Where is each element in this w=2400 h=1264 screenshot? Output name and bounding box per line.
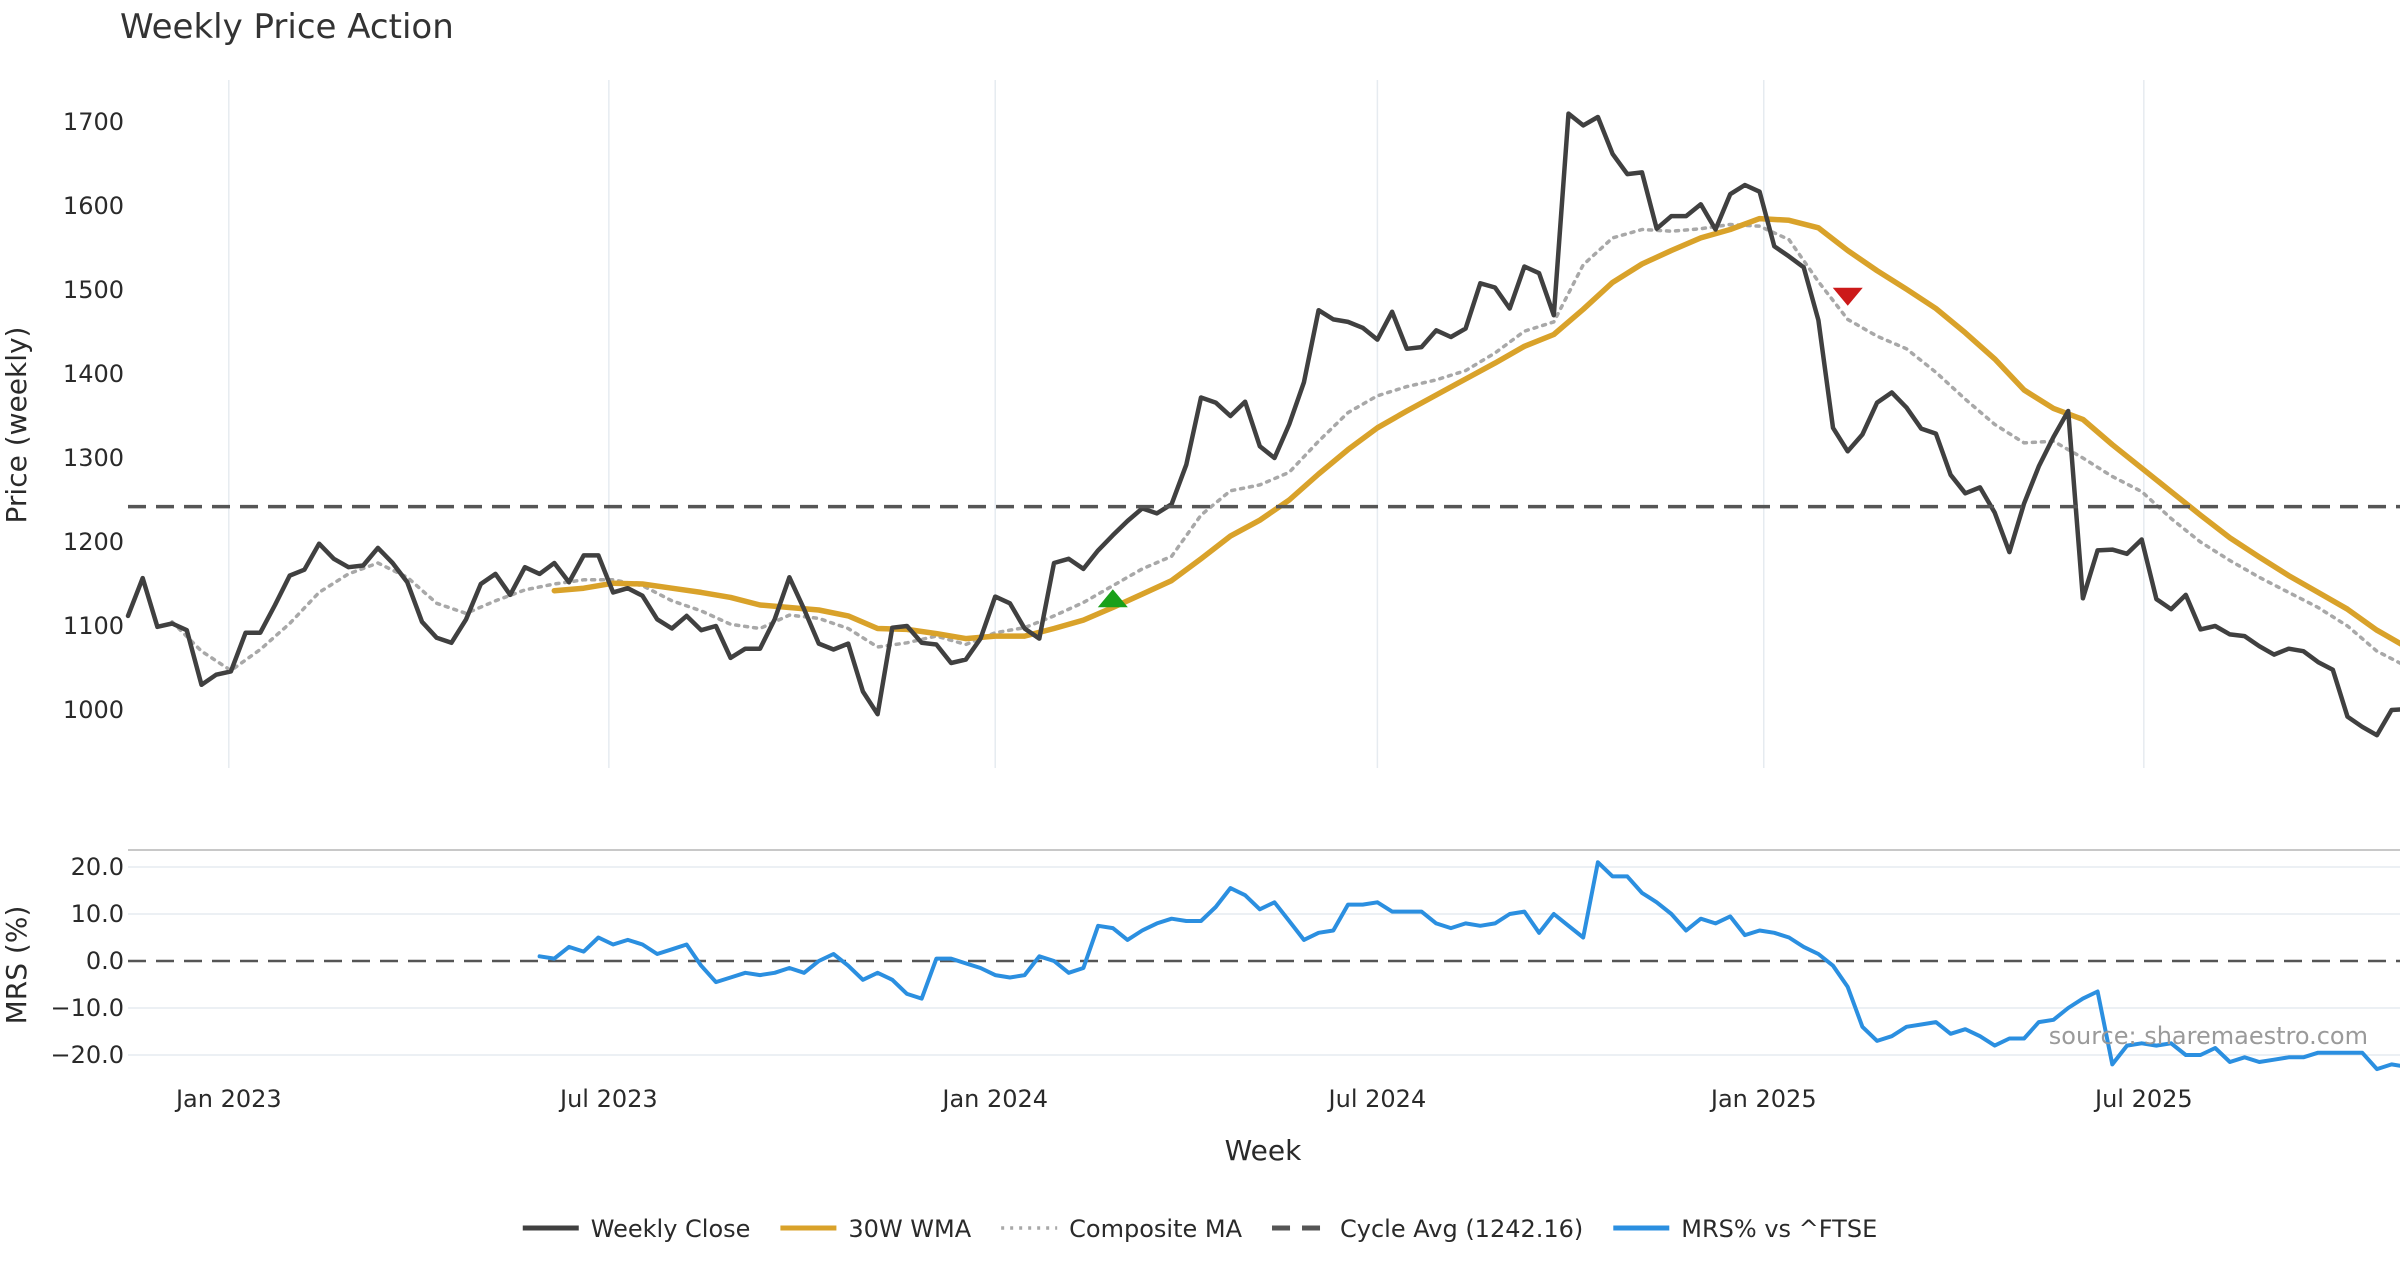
mrs-panel-grid (128, 866, 2400, 1056)
price-y-tick-label: 1200 (63, 528, 124, 556)
price-y-tick-label: 1300 (63, 444, 124, 472)
mrs-y-axis-title: MRS (%) (0, 906, 33, 1025)
x-tick-label: Jul 2025 (2093, 1085, 2193, 1113)
mrs-panel-series (537, 860, 2400, 1072)
price-panel-grid (228, 80, 2145, 768)
legend-label: 30W WMA (848, 1215, 971, 1243)
legend-item: MRS% vs ^FTSE (1613, 1215, 1877, 1243)
legend-label: Weekly Close (591, 1215, 751, 1243)
price-y-tick-label: 1100 (63, 612, 124, 640)
mrs-y-tick-label: −10.0 (50, 994, 124, 1022)
legend-item: Composite MA (1001, 1215, 1243, 1243)
x-tick-label: Jul 2023 (558, 1085, 658, 1113)
x-tick-label: Jan 2023 (174, 1085, 282, 1113)
price-y-tick-label: 1400 (63, 360, 124, 388)
price-y-tick-label: 1000 (63, 696, 124, 724)
legend-item: Cycle Avg (1242.16) (1272, 1215, 1583, 1243)
sell-signal-marker (1832, 287, 1863, 306)
x-tick-label: Jul 2024 (1327, 1085, 1427, 1113)
legend-item: 30W WMA (780, 1215, 972, 1243)
mrs-y-tick-label: 10.0 (71, 900, 124, 928)
watermark: source: sharemaestro.com (2049, 1022, 2368, 1050)
price-y-tick-label: 1600 (63, 192, 124, 220)
price-panel-series (125, 111, 2400, 738)
x-tick-label: Jan 2024 (940, 1085, 1048, 1113)
price-y-tick-label: 1500 (63, 276, 124, 304)
series-composite-ma (170, 222, 2400, 673)
buy-signal-marker (1097, 589, 1128, 608)
mrs-y-tick-label: 20.0 (71, 853, 124, 881)
mrs-y-axis: 20.0 10.0 0.0 −10.0 −20.0 (50, 853, 124, 1069)
price-y-tick-label: 1700 (63, 108, 124, 136)
mrs-y-tick-label: −20.0 (50, 1041, 124, 1069)
series-weekly-close (125, 111, 2400, 738)
series-mrs-vs-ftse (537, 860, 2400, 1072)
legend-label: MRS% vs ^FTSE (1681, 1215, 1877, 1243)
series-30w-wma (551, 215, 2400, 647)
price-y-axis: 1000 1100 1200 1300 1400 1500 1600 1700 (63, 108, 124, 724)
signal-markers (1097, 287, 1863, 608)
legend-label: Composite MA (1069, 1215, 1242, 1243)
x-tick-label: Jan 2025 (1709, 1085, 1817, 1113)
x-axis: Jan 2023 Jul 2023 Jan 2024 Jul 2024 Jan 2025… (174, 1085, 2193, 1113)
legend-item: Weekly Close (522, 1215, 751, 1243)
legend-label: Cycle Avg (1242.16) (1340, 1215, 1583, 1243)
x-axis-title: Week (1225, 1134, 1302, 1167)
mrs-y-tick-label: 0.0 (86, 947, 124, 975)
chart-legend: Weekly Close 30W WMA Composite MA Cycle Avg… (522, 1215, 1877, 1243)
chart-title: Weekly Price Action (120, 7, 454, 47)
price-y-axis-title: Price (weekly) (0, 327, 33, 524)
